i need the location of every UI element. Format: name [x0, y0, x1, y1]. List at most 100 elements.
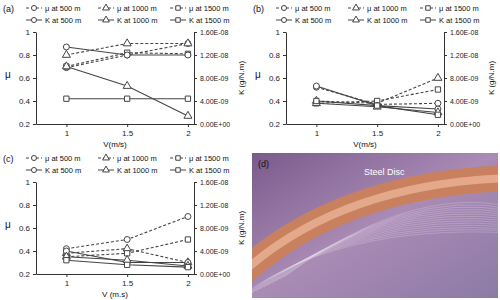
- series-marker: [374, 103, 380, 109]
- x-axis-tick-mark: [438, 124, 439, 127]
- x-axis-tick-label: 2: [186, 129, 191, 138]
- series-marker: [62, 62, 70, 69]
- series-marker: [185, 237, 190, 242]
- legend-label: μ at 500 m: [45, 4, 81, 13]
- series-marker: [125, 96, 130, 101]
- legend-entry: K at 500 m: [26, 16, 81, 25]
- series-marker: [375, 103, 380, 108]
- series-line: [66, 67, 188, 116]
- series-marker: [184, 39, 192, 46]
- y-axis-tick-mark: [33, 182, 36, 183]
- y2-axis-tick-label: 8.00E-09: [450, 75, 479, 82]
- legend: μ at 500 mμ at 1000 mμ at 1500 mK at 500…: [276, 4, 479, 25]
- legend-marker: [426, 6, 430, 10]
- y-axis-tick-mark: [283, 124, 286, 125]
- legend-entry: K at 500 m: [26, 166, 81, 175]
- plot-area: [62, 214, 192, 270]
- y2-axis-tick-mark: [194, 78, 197, 79]
- y2-axis-tick-mark: [444, 55, 447, 56]
- series-line: [316, 86, 438, 109]
- y2-axis-tick-label: 0.00E+00: [200, 271, 230, 278]
- y2-axis-tick: 4.00E-09: [194, 98, 229, 105]
- series-marker: [313, 83, 319, 89]
- legend-label: μ at 1500 m: [189, 4, 229, 13]
- surface-streak: [268, 212, 498, 285]
- x-axis-tick-label: 2: [186, 279, 191, 288]
- series-line: [316, 103, 438, 112]
- legend-marker: [31, 155, 36, 160]
- y2-axis-tick-mark: [194, 124, 197, 125]
- series-marker: [123, 81, 131, 88]
- plot-area: [62, 39, 192, 118]
- y2-axis-tick-label: 1.60E-08: [450, 29, 479, 36]
- series-marker: [124, 52, 130, 58]
- y-axis-title: μ: [255, 69, 261, 80]
- y-axis-title: μ: [5, 219, 11, 230]
- legend-label: μ at 500 m: [295, 4, 331, 13]
- x-axis-tick-label: 1: [65, 129, 70, 138]
- legend-marker: [31, 5, 36, 10]
- y2-axis-tick: 0.00E+00: [194, 271, 230, 278]
- panel-label: (a): [3, 4, 14, 14]
- x-axis-tick: 1.5: [372, 124, 384, 138]
- legend-entry: μ at 500 m: [276, 4, 331, 13]
- series-marker: [185, 214, 191, 220]
- y-axis-tick: 0.6: [269, 74, 286, 83]
- surface-streak: [252, 221, 498, 293]
- surface-streak: [252, 227, 498, 298]
- y-axis-title: μ: [5, 69, 11, 80]
- y2-axis-tick-label: 1.20E-08: [200, 52, 229, 59]
- y-axis-tick-label: 0.6: [269, 74, 281, 83]
- series-marker: [185, 96, 190, 101]
- y-axis-tick-label: 0.8: [19, 51, 31, 60]
- y-axis-tick-mark: [33, 55, 36, 56]
- series-marker: [434, 73, 442, 80]
- surface-streak: [284, 202, 498, 277]
- legend-marker: [103, 154, 110, 160]
- y-axis-tick-label: 1: [26, 28, 31, 37]
- legend-marker: [353, 16, 360, 22]
- y-axis: 0.20.40.60.81: [19, 28, 37, 129]
- series-marker: [185, 52, 191, 58]
- y-axis-tick-mark: [33, 228, 36, 229]
- legend-marker: [176, 6, 180, 10]
- y2-axis-tick-label: 0.00E+00: [200, 121, 230, 128]
- y2-axis-tick: 1.20E-08: [444, 52, 479, 59]
- photo-panel: (d)Steel Disc: [232, 153, 500, 300]
- y-axis-tick-mark: [283, 55, 286, 56]
- y-axis-tick: 0.4: [269, 97, 286, 106]
- x-axis-tick-label: 1.5: [372, 129, 384, 138]
- y-axis-tick: 0.8: [19, 51, 36, 60]
- y-axis-tick-mark: [33, 274, 36, 275]
- series-line: [66, 260, 188, 267]
- series-marker: [125, 262, 130, 267]
- series-marker: [123, 39, 131, 46]
- series-marker: [124, 52, 130, 58]
- legend-entry: K at 1000 m: [348, 16, 407, 25]
- legend-label: K at 500 m: [45, 16, 81, 25]
- series-marker: [314, 98, 319, 103]
- surface-streak: [280, 205, 498, 279]
- photo-caption: Steel Disc: [364, 167, 405, 177]
- y2-axis: 0.00E+004.00E-098.00E-091.20E-081.60E-08: [444, 29, 480, 128]
- series-marker: [64, 96, 69, 101]
- x-axis-tick-mark: [127, 124, 128, 127]
- series-marker: [124, 237, 130, 243]
- series-marker: [184, 111, 192, 118]
- y2-axis-tick: 8.00E-09: [444, 75, 479, 82]
- x-axis-tick-mark: [188, 124, 189, 127]
- x-axis-tick: 1.5: [122, 124, 134, 138]
- legend-label: K at 1500 m: [189, 16, 229, 25]
- y2-axis-tick-mark: [194, 251, 197, 252]
- series-marker: [435, 112, 440, 117]
- surface-streak: [276, 207, 498, 281]
- surface-streak: [252, 230, 498, 298]
- canvas: 11.520.20.40.60.810.00E+004.00E-098.00E-…: [0, 0, 500, 300]
- y2-axis-tick: 4.00E-09: [194, 248, 229, 255]
- legend-entry: μ at 1500 m: [170, 4, 229, 13]
- x-axis-tick-label: 1.5: [122, 129, 134, 138]
- series-marker: [435, 100, 441, 106]
- legend-entry: μ at 500 m: [26, 4, 81, 13]
- y2-axis-tick-label: 1.20E-08: [200, 202, 229, 209]
- x-axis-tick-label: 1.5: [122, 279, 134, 288]
